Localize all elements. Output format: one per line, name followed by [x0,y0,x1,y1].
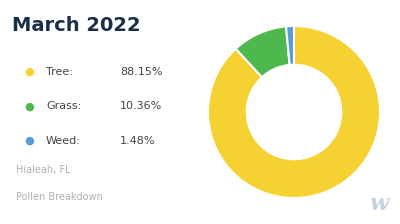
Wedge shape [208,26,380,198]
Text: Pollen Breakdown: Pollen Breakdown [16,192,103,202]
Text: ●: ● [24,136,34,146]
Text: 1.48%: 1.48% [120,136,156,146]
Text: ●: ● [24,101,34,111]
Text: Grass:: Grass: [46,101,81,111]
Text: Weed:: Weed: [46,136,81,146]
Wedge shape [236,26,290,77]
Text: 10.36%: 10.36% [120,101,162,111]
Wedge shape [286,26,294,65]
Text: w: w [369,193,388,215]
Text: March 2022: March 2022 [12,16,141,35]
Text: Hialeah, FL: Hialeah, FL [16,165,70,175]
Text: ●: ● [24,67,34,77]
Text: Tree:: Tree: [46,67,73,77]
Text: 88.15%: 88.15% [120,67,162,77]
